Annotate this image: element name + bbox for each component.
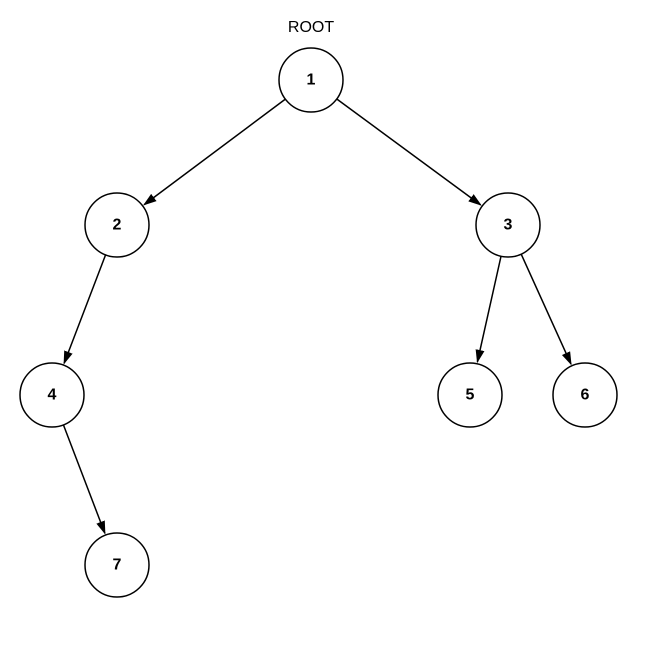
nodes: 1 2 3 4 5 6 7 xyxy=(20,48,617,597)
node-label-7: 7 xyxy=(113,557,122,574)
edges xyxy=(63,99,571,533)
node-5: 5 xyxy=(438,363,502,427)
edge-2-4 xyxy=(64,255,105,363)
node-6: 6 xyxy=(553,363,617,427)
edge-3-5 xyxy=(477,256,501,362)
node-1: 1 xyxy=(279,48,343,112)
node-label-4: 4 xyxy=(48,387,57,404)
node-4: 4 xyxy=(20,363,84,427)
edge-3-6 xyxy=(521,254,571,364)
node-2: 2 xyxy=(85,193,149,257)
tree-diagram: 1 2 3 4 5 6 7 ROOT xyxy=(0,0,661,655)
node-label-3: 3 xyxy=(504,217,513,234)
edge-1-3 xyxy=(337,99,481,205)
root-label: ROOT xyxy=(288,19,334,36)
edge-4-7 xyxy=(63,425,104,533)
edge-1-2 xyxy=(144,99,285,204)
node-3: 3 xyxy=(476,193,540,257)
node-label-1: 1 xyxy=(307,72,316,89)
node-7: 7 xyxy=(85,533,149,597)
node-label-6: 6 xyxy=(581,387,590,404)
node-label-5: 5 xyxy=(466,387,475,404)
node-label-2: 2 xyxy=(113,217,122,234)
